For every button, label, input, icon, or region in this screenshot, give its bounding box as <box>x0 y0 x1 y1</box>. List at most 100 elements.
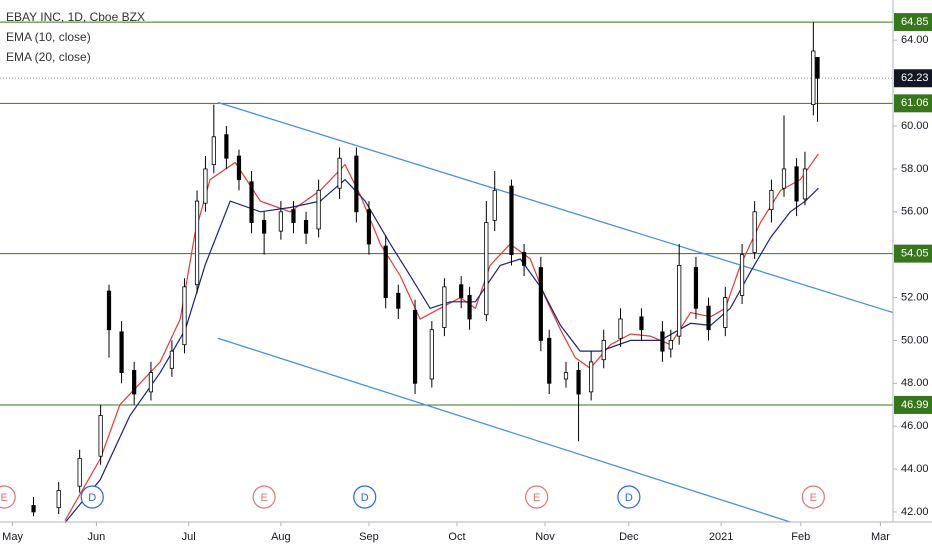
x-tick-label: 2021 <box>709 531 733 543</box>
candle-body <box>316 189 321 230</box>
candle-body <box>366 209 372 245</box>
candle-body <box>31 505 36 513</box>
candle-body <box>203 168 208 204</box>
event-label: D <box>361 492 369 504</box>
candle-body <box>354 155 359 213</box>
candle-body <box>236 155 242 181</box>
event-marker <box>252 485 276 509</box>
plot-area <box>0 21 894 523</box>
ema-line <box>64 153 819 521</box>
trendline <box>217 337 791 523</box>
legend-entry: EMA (10, close) <box>6 30 91 44</box>
candle-body <box>211 136 216 166</box>
level-label: 64.85 <box>901 16 929 28</box>
last-price-box <box>894 69 932 88</box>
level-label-box <box>894 395 932 414</box>
candle-body <box>278 211 283 232</box>
candle-body <box>660 331 665 352</box>
level-label: 61.06 <box>901 97 929 109</box>
level-label: 54.05 <box>901 248 929 260</box>
event-label: D <box>88 492 96 504</box>
x-tick-label: Feb <box>791 531 810 543</box>
candle-body <box>291 209 296 223</box>
candle-body <box>484 222 489 316</box>
candle-body <box>442 286 447 328</box>
y-tick-label: 58.00 <box>901 163 929 175</box>
candle-body <box>337 157 342 189</box>
x-tick-label: Aug <box>271 531 291 543</box>
candle-body <box>521 252 527 266</box>
y-tick-label: 44.00 <box>901 463 929 475</box>
candle-body <box>303 219 309 234</box>
x-tick-label: Sep <box>359 531 379 543</box>
candle-body <box>98 415 103 457</box>
y-tick-label: 52.00 <box>901 291 929 303</box>
candle-body <box>752 211 757 253</box>
candle-body <box>589 361 594 393</box>
candle-body <box>639 316 644 331</box>
candle-body <box>601 340 606 361</box>
x-tick-label: Nov <box>535 531 555 543</box>
y-tick-label: 48.00 <box>901 377 929 389</box>
candle-body <box>693 267 699 309</box>
event-label: D <box>625 492 633 504</box>
x-tick-label: May <box>2 531 23 543</box>
candle-body <box>249 181 254 223</box>
legend: EBAY INC, 1D, Cboe BZX EMA (10, close) E… <box>6 10 145 64</box>
candle-body <box>169 350 174 369</box>
candle-body <box>492 189 497 221</box>
y-tick-label: 46.00 <box>901 420 929 432</box>
event-marker <box>617 485 641 509</box>
candle-body <box>815 57 820 79</box>
candle-body <box>106 290 112 331</box>
candle-body <box>706 305 711 331</box>
trendline <box>217 101 894 314</box>
last-price-label: 62.23 <box>901 72 929 84</box>
level-label: 46.99 <box>901 399 929 411</box>
candle-body <box>618 318 623 339</box>
candle-body <box>668 340 673 350</box>
candle-body <box>467 295 472 320</box>
event-marker <box>353 485 377 509</box>
candle-body <box>132 370 137 395</box>
candle-body <box>769 189 774 211</box>
candle-body <box>802 168 808 200</box>
candle-body <box>119 331 124 373</box>
legend-entry: EMA (20, close) <box>6 50 91 64</box>
candle-body <box>459 284 464 298</box>
x-tick-label: Jul <box>182 531 196 543</box>
level-label-box <box>894 13 932 32</box>
candle-body <box>794 166 799 202</box>
y-tick-label: 64.00 <box>901 34 929 46</box>
candle-body <box>56 490 61 509</box>
chart-title: EBAY INC, 1D, Cboe BZX <box>6 10 145 24</box>
event-label: E <box>533 492 540 504</box>
candle-body <box>429 329 434 380</box>
y-tick-label: 60.00 <box>901 120 929 132</box>
event-marker <box>80 485 104 509</box>
x-tick-label: Oct <box>448 531 465 543</box>
candle-body <box>739 254 745 296</box>
candle-body <box>396 292 401 309</box>
candle-body <box>148 372 154 393</box>
event-label: E <box>260 492 267 504</box>
event-marker <box>525 485 549 509</box>
candle-body <box>412 310 418 384</box>
candle-body <box>563 372 569 380</box>
candle-body <box>77 457 82 487</box>
candle-body <box>781 168 787 189</box>
event-label: E <box>1 492 8 504</box>
candle-body <box>576 370 581 395</box>
candle-body <box>383 245 388 298</box>
candle-body <box>677 264 682 337</box>
candle-body <box>224 134 229 159</box>
candle-body <box>509 185 514 256</box>
candle-body <box>811 50 816 106</box>
x-tick-label: Dec <box>619 531 639 543</box>
event-label: E <box>810 492 817 504</box>
y-tick-label: 56.00 <box>901 206 929 218</box>
candle-body <box>182 286 187 346</box>
